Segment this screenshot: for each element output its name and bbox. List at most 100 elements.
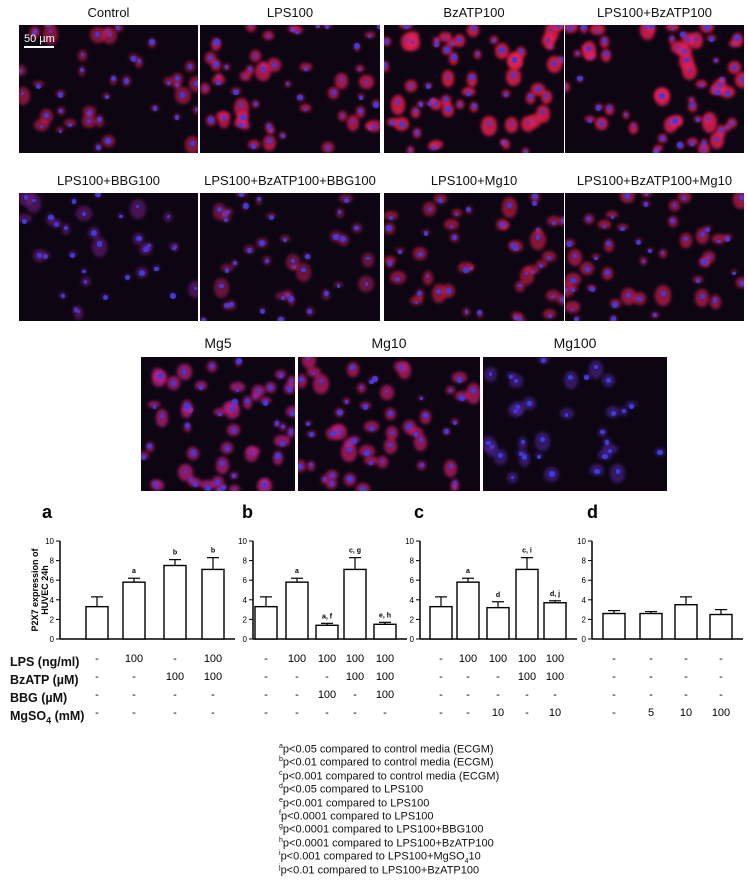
cell-nucleus xyxy=(221,485,226,490)
y-tick-label: 8 xyxy=(50,557,55,566)
cell-nucleus xyxy=(152,106,157,111)
cell-nucleus xyxy=(346,447,352,453)
cell-nucleus xyxy=(312,371,316,375)
cell-nucleus xyxy=(389,215,393,220)
cell-nucleus xyxy=(436,288,442,294)
cell-nucleus xyxy=(247,248,252,253)
cell-nucleus xyxy=(599,121,605,126)
cell-nucleus xyxy=(488,371,493,376)
cell-nucleus xyxy=(232,399,238,406)
cell-nucleus xyxy=(596,105,602,111)
cell-nucleus xyxy=(180,92,186,98)
cell-nucleus xyxy=(218,412,223,417)
cell-nucleus xyxy=(350,365,356,371)
cell-nucleus xyxy=(398,364,404,370)
scale-bar-label: 50 µm xyxy=(24,33,55,45)
cell-nucleus xyxy=(295,29,300,34)
cell-nucleus xyxy=(661,250,665,255)
cell-stain xyxy=(465,382,480,404)
cell-nucleus xyxy=(242,202,249,209)
cell-nucleus xyxy=(585,267,590,272)
cell-nucleus xyxy=(235,358,242,365)
row-label-bbg: BBG (µM) xyxy=(10,691,68,705)
cell-nucleus xyxy=(569,277,576,284)
condition-value-lps: 100 xyxy=(125,653,143,665)
condition-value-bzatp: - xyxy=(612,671,616,683)
cell-stain xyxy=(214,278,230,298)
cell-nucleus xyxy=(147,243,151,248)
cell-nucleus xyxy=(470,26,476,32)
cell-nucleus xyxy=(262,483,267,488)
cell-nucleus xyxy=(604,440,610,445)
panel-letter: c xyxy=(414,502,424,522)
condition-value-bbg: - xyxy=(719,689,723,701)
footnote-marker: e xyxy=(279,796,283,804)
cell-nucleus xyxy=(527,401,532,406)
cell-nucleus xyxy=(39,124,43,129)
cell-nucleus xyxy=(434,38,439,43)
cell-nucleus xyxy=(452,480,458,486)
cell-nucleus xyxy=(648,25,654,29)
bar xyxy=(515,568,539,640)
cell-nucleus xyxy=(201,317,206,321)
condition-value-bzatp: 100 xyxy=(166,671,184,683)
y-tick-label: 2 xyxy=(410,615,415,624)
cell-nucleus xyxy=(701,146,707,152)
cell-nucleus xyxy=(544,93,549,98)
cell-nucleus xyxy=(259,309,265,315)
cell-nucleus xyxy=(340,236,347,243)
bar xyxy=(674,604,698,640)
cell-nucleus xyxy=(210,364,214,368)
cell-nucleus xyxy=(396,100,401,105)
condition-value-bzatp: - xyxy=(295,671,299,683)
cell-stain xyxy=(346,115,359,131)
cell-nucleus xyxy=(330,430,336,437)
cell-nucleus xyxy=(368,34,372,39)
cell-nucleus xyxy=(503,92,508,97)
cell-nucleus xyxy=(32,198,36,203)
micrograph-image xyxy=(298,357,480,491)
cell-nucleus xyxy=(576,51,580,55)
cell-nucleus xyxy=(641,259,646,263)
cell-nucleus xyxy=(588,286,594,292)
cell-nucleus xyxy=(700,259,707,266)
condition-value-lps: 100 xyxy=(318,653,336,665)
micrograph-title: Control xyxy=(87,5,130,20)
condition-value-bzatp: - xyxy=(325,671,329,683)
cell-nucleus xyxy=(670,36,674,41)
y-tick-label: 0 xyxy=(243,635,248,644)
condition-value-lps: 100 xyxy=(459,653,477,665)
condition-value-lps: - xyxy=(719,653,723,665)
cell-stain xyxy=(565,81,571,92)
cell-nucleus xyxy=(222,115,227,120)
cell-nucleus xyxy=(624,193,631,199)
cell-nucleus xyxy=(384,39,390,45)
cell-nucleus xyxy=(647,248,653,254)
cell-nucleus xyxy=(143,246,150,252)
cell-nucleus xyxy=(565,288,569,292)
cell-nucleus xyxy=(450,42,454,46)
condition-value-lps: - xyxy=(684,653,688,665)
cell-nucleus xyxy=(685,36,692,43)
micrograph-title: LPS100 xyxy=(266,5,314,20)
cell-nucleus xyxy=(511,57,518,63)
cell-nucleus xyxy=(524,271,529,276)
cell-stain xyxy=(410,295,424,305)
cell-nucleus xyxy=(418,438,423,443)
cell-nucleus xyxy=(336,284,341,288)
micrograph-title: LPS100+BzATP100 xyxy=(596,5,713,20)
cell-nucleus xyxy=(504,142,508,146)
cell-stain xyxy=(384,210,399,220)
cell-nucleus xyxy=(315,25,320,28)
micrograph-image xyxy=(483,357,667,491)
cell-nucleus xyxy=(423,413,428,418)
cell-nucleus xyxy=(153,482,158,486)
cell-nucleus xyxy=(571,288,576,293)
y-axis-label: P2X7 expression of xyxy=(30,547,40,631)
cell-nucleus xyxy=(706,254,712,260)
bar-chart-svg: a 0 2 4 6 8 10 P2X7 expression of HUVEC 24h - - - - a… xyxy=(30,502,743,719)
condition-value-bbg: - xyxy=(553,689,557,701)
condition-value-bzatp: - xyxy=(684,671,688,683)
cell-nucleus xyxy=(701,140,707,145)
cell-nucleus xyxy=(684,57,689,63)
